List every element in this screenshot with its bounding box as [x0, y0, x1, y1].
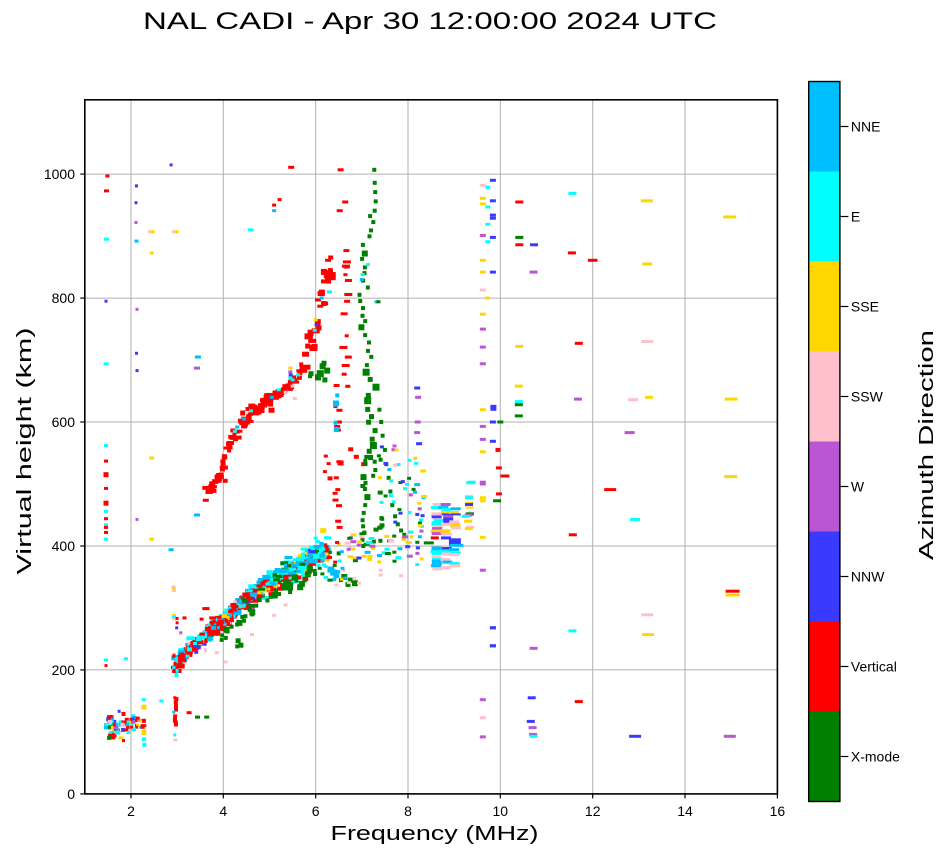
svg-text:600: 600	[52, 414, 76, 430]
svg-text:8: 8	[404, 803, 412, 819]
svg-text:1000: 1000	[44, 166, 75, 182]
svg-text:800: 800	[52, 290, 76, 306]
svg-text:SSE: SSE	[851, 299, 879, 315]
svg-text:14: 14	[677, 803, 693, 819]
svg-text:Vertical: Vertical	[851, 659, 897, 675]
svg-text:NNE: NNE	[851, 119, 881, 135]
svg-text:W: W	[851, 479, 865, 495]
svg-text:400: 400	[52, 538, 76, 554]
svg-text:Azimuth Direction: Azimuth Direction	[916, 330, 938, 560]
svg-text:X-mode: X-mode	[851, 749, 900, 765]
svg-text:NNW: NNW	[851, 569, 885, 585]
svg-text:6: 6	[312, 803, 320, 819]
svg-text:2: 2	[127, 803, 135, 819]
svg-text:NAL CADI - Apr 30 12:00:00 202: NAL CADI - Apr 30 12:00:00 2024 UTC	[143, 8, 717, 35]
svg-text:4: 4	[219, 803, 227, 819]
svg-text:Frequency (MHz): Frequency (MHz)	[331, 823, 539, 845]
svg-text:200: 200	[52, 662, 76, 678]
svg-text:0: 0	[67, 786, 75, 802]
svg-text:E: E	[851, 209, 860, 225]
svg-text:16: 16	[770, 803, 786, 819]
svg-text:10: 10	[493, 803, 509, 819]
svg-text:SSW: SSW	[851, 389, 884, 405]
svg-text:12: 12	[585, 803, 601, 819]
svg-text:Virtual height (km): Virtual height (km)	[14, 328, 36, 575]
